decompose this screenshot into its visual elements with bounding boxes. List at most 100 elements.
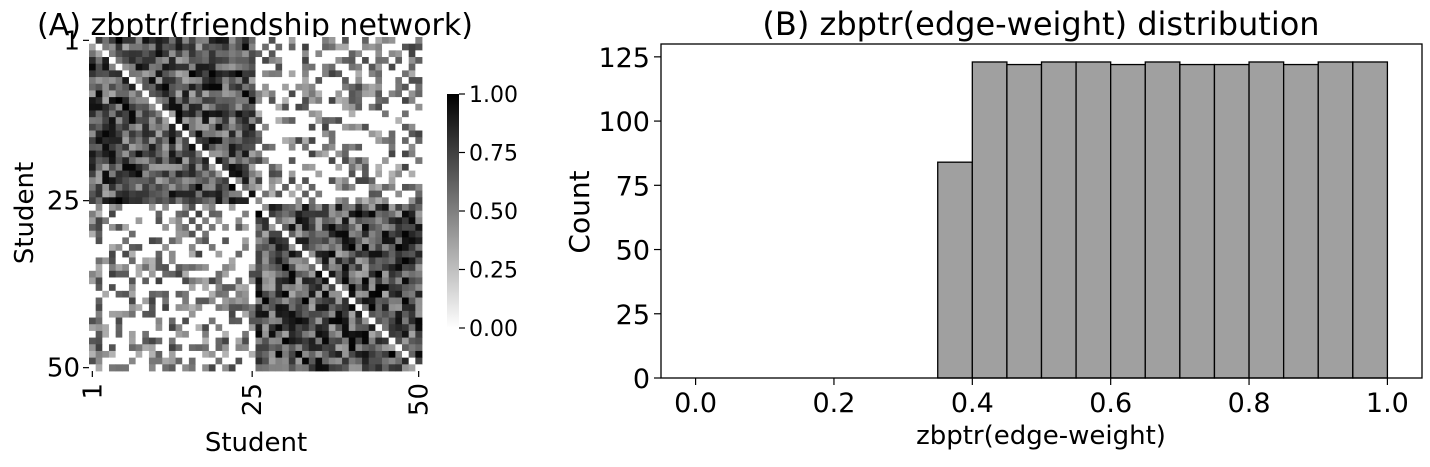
heatmap-cell [322, 97, 330, 105]
heatmap-cell [162, 190, 170, 198]
heatmap-cell [322, 130, 330, 138]
heatmap-cell [388, 237, 396, 245]
heatmap-cell [102, 350, 110, 359]
heatmap-cell [302, 277, 310, 285]
heatmap-cell [302, 157, 310, 165]
heatmap-cell [275, 123, 283, 131]
heatmap-cell [302, 177, 310, 185]
heatmap-cell [222, 364, 230, 372]
heatmap-cell [102, 297, 110, 305]
heatmap-cell [182, 37, 190, 45]
heatmap-cell [155, 50, 163, 58]
heatmap-cell [395, 217, 403, 225]
heatmap-cell [182, 350, 190, 359]
heatmap-cell [315, 324, 323, 332]
heatmap-cell [95, 204, 103, 212]
heatmap-cell [328, 284, 336, 292]
heatmap-cell [262, 330, 270, 338]
heatmap-cell [175, 250, 183, 258]
heatmap-cell [89, 337, 97, 345]
heatmap-cell [222, 103, 230, 111]
heatmap-cell [342, 170, 350, 178]
heatmap-cell [408, 344, 416, 352]
heatmap-cell [342, 163, 350, 171]
heatmap-cell [102, 357, 110, 365]
heatmap-cell [89, 103, 97, 111]
heatmap-cell [388, 177, 396, 185]
heatmap-cell [268, 90, 276, 98]
heatmap-cell [408, 224, 416, 232]
heatmap-cell [302, 170, 310, 178]
heatmap-cell [228, 330, 236, 338]
heatmap-cell [235, 217, 243, 225]
heatmap-cell [328, 317, 336, 325]
heatmap-cell [228, 103, 236, 111]
heatmap-cell [235, 244, 243, 252]
heatmap-cell [342, 257, 350, 265]
histogram-bar [1282, 63, 1319, 379]
heatmap-cell [362, 350, 370, 359]
heatmap-cell [115, 177, 123, 185]
heatmap-cell [335, 183, 343, 192]
heatmap-cell [242, 284, 250, 292]
heatmap-cell [89, 170, 97, 178]
heatmap-cell [235, 170, 243, 178]
heatmap-cell [122, 210, 130, 218]
heatmap-cell [115, 277, 123, 285]
heatmap-cell [215, 330, 223, 338]
heatmap-cell [335, 290, 343, 298]
heatmap-cell [262, 163, 270, 171]
heatmap-cell [275, 357, 283, 365]
heatmap-cell [162, 77, 170, 85]
heatmap-cell [288, 324, 296, 332]
heatmap-cell [382, 170, 390, 178]
heatmap-cell [362, 344, 370, 352]
heatmap-cell [342, 183, 350, 192]
heatmap-cell [235, 157, 243, 165]
heatmap-cell [342, 270, 350, 278]
heatmap-cell [95, 123, 103, 131]
heatmap-cell [122, 157, 130, 165]
heatmap-cell [275, 337, 283, 345]
heatmap-cell [355, 230, 363, 238]
heatmap-cell [355, 43, 363, 51]
heatmap-cell [415, 103, 423, 111]
heatmap-cell [135, 264, 143, 272]
heatmap-cell [382, 290, 390, 298]
heatmap-cell [335, 210, 343, 218]
heatmap-cell [388, 150, 396, 158]
heatmap-cell [388, 344, 396, 352]
heatmap-cell [382, 43, 390, 51]
heatmap-cell [415, 250, 423, 258]
heatmap-cell [188, 264, 196, 272]
heatmap-cell [115, 290, 123, 298]
heatmap-cell [188, 364, 196, 372]
heatmap-cell [142, 264, 150, 272]
heatmap-cell [255, 244, 263, 252]
heatmap-cell [242, 230, 250, 238]
heatmap-cell [195, 230, 203, 238]
heatmap-cell [188, 330, 196, 338]
heatmap-cell [302, 163, 310, 171]
heatmap-cell [268, 77, 276, 85]
heatmap-cell [362, 103, 370, 111]
heatmap-cell [288, 310, 296, 318]
heatmap-cell [142, 210, 150, 218]
heatmap-cell [102, 183, 110, 192]
heatmap-cell [262, 277, 270, 285]
heatmap-cell [408, 123, 416, 131]
heatmap-cell [182, 264, 190, 272]
heatmap-cell [228, 50, 236, 58]
heatmap-cell [248, 190, 256, 198]
heatmap-cell [155, 110, 163, 118]
heatmap-cell [162, 130, 170, 138]
heatmap-cell [415, 217, 423, 225]
heatmap-cell [155, 357, 163, 365]
heatmap-cell [155, 90, 163, 98]
heatmap-cell [375, 110, 383, 118]
heatmap-cell [395, 204, 403, 212]
heatmap-cell [148, 43, 156, 51]
heatmap-cell [268, 224, 276, 232]
heatmap-cell [235, 250, 243, 258]
heatmap-cell [348, 150, 356, 158]
